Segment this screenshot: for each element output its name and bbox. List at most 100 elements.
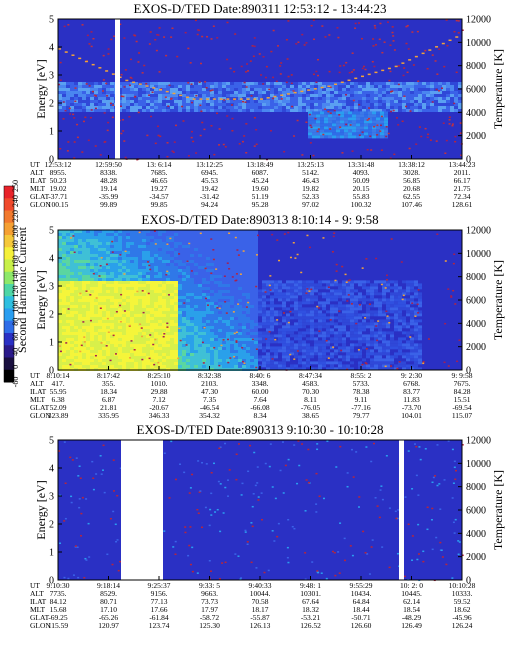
- colorbar-swatch: [4, 222, 14, 236]
- ephemeris-cell: 8338.: [100, 168, 117, 177]
- ephemeris-cell: 10333.: [452, 589, 473, 598]
- colorbar-tick-label: 60: [11, 333, 20, 341]
- ephemeris-cell: 2011.: [454, 168, 471, 177]
- ephemeris-cell: -73.70: [402, 403, 422, 412]
- ephemeris-cell: 62.55: [403, 192, 420, 201]
- y2-axis-label: Temperature [K]: [491, 49, 505, 129]
- y-tick-label: 0: [49, 155, 54, 166]
- y-tick-label: 1: [49, 548, 54, 559]
- colorbar-tick-label: 200: [11, 225, 20, 237]
- ephemeris-cell: 64.84: [353, 597, 370, 606]
- ephemeris-cell: 29.88: [151, 387, 168, 396]
- ephemeris-cell: 9:25:37: [148, 581, 171, 590]
- y-tick-label: 5: [49, 226, 54, 237]
- ephemeris-cell: -66.08: [250, 403, 270, 412]
- ephemeris-cell: 17.66: [151, 605, 168, 614]
- colorbar-tick-label: 220: [11, 210, 20, 222]
- colorbar: -60 0 40 60 80 100 120 140 160 180 200 220 240 250 Se…: [3, 180, 29, 388]
- colorbar-tick-label: 240: [11, 195, 20, 207]
- ephemeris-cell: -20.67: [149, 403, 169, 412]
- ephemeris-cell: -76.05: [301, 403, 321, 412]
- ephemeris-row-label: GLAT: [30, 192, 50, 201]
- ephemeris-cell: 9156.: [151, 589, 168, 598]
- y2-tick-label: 8000: [466, 482, 486, 493]
- ephemeris-cell: 62.14: [403, 597, 420, 606]
- colorbar-swatch: [4, 186, 14, 199]
- y2-axis-ticks: 0 2000 4000 6000 8000 10000 12000: [458, 436, 491, 587]
- ephemeris-cell: 15.51: [454, 395, 471, 404]
- ephemeris-cell: -69.54: [452, 403, 472, 412]
- ephemeris-cell: 115.07: [452, 411, 473, 420]
- ephemeris-row-label: GLON: [30, 621, 51, 630]
- y2-tick-label: 10000: [466, 38, 491, 49]
- ephemeris-cell: 9:18:14: [97, 581, 120, 590]
- ephemeris-cell: 9663.: [201, 589, 218, 598]
- ephemeris-cell: 19.42: [201, 184, 218, 193]
- ephemeris-cell: 7.35: [203, 395, 216, 404]
- ephemeris-cell: 13:25:13: [297, 160, 324, 169]
- ephemeris-cell: 10434.: [351, 589, 372, 598]
- ephemeris-cell: 8.34: [253, 411, 266, 420]
- ephemeris-cell: 19.27: [151, 184, 168, 193]
- y2-tick-label: 6000: [466, 296, 486, 307]
- ephemeris-cell: -31.42: [200, 192, 220, 201]
- ephemeris-cell: 99.85: [151, 200, 168, 209]
- ephemeris-cell: 123.74: [149, 621, 170, 630]
- ephemeris-cell: 8.11: [304, 395, 317, 404]
- ephemeris-cell: 52.09: [50, 403, 67, 412]
- y2-tick-label: 4000: [466, 108, 486, 119]
- colorbar-swatch: [4, 296, 14, 309]
- y-axis-label: Energy [eV]: [34, 59, 48, 118]
- y2-tick-label: 6000: [466, 85, 486, 96]
- ephemeris-cell: 20.68: [403, 184, 420, 193]
- ephemeris-cell: 97.02: [302, 200, 319, 209]
- ephemeris-cell: 9:55:29: [350, 581, 373, 590]
- ephemeris-cell: 50.09: [353, 176, 370, 185]
- ephemeris-cell: 8:40: 6: [249, 371, 270, 380]
- panel-title: EXOS-D/TED Date:890313 8:10:14 - 9: 9:58: [141, 212, 378, 227]
- data-gap: [399, 440, 404, 580]
- ephemeris-cell: 128.61: [452, 200, 473, 209]
- ephemeris-cell: 84.28: [454, 387, 471, 396]
- panel-3: EXOS-D/TED Date:890313 9:10:30 - 10:10:2…: [30, 422, 505, 630]
- ephemeris-cell: -77.16: [351, 403, 371, 412]
- ephemeris-cell: 7735.: [50, 589, 67, 598]
- colorbar-swatch: [4, 345, 14, 358]
- ephemeris-row-label: UT: [30, 160, 40, 169]
- ephemeris-cell: -53.21: [301, 613, 321, 622]
- ephemeris-cell: 1010.: [151, 379, 168, 388]
- ephemeris-cell: 126.24: [452, 621, 473, 630]
- ephemeris-cell: 3028.: [403, 168, 420, 177]
- ephemeris-row-label: ILAT: [30, 597, 47, 606]
- colorbar-swatch: [4, 259, 14, 273]
- y2-tick-label: 8000: [466, 61, 486, 72]
- ephemeris-cell: -35.99: [99, 192, 119, 201]
- ephemeris-cell: 100.15: [48, 200, 69, 209]
- panel-title: EXOS-D/TED Date:890313 9:10:30 - 10:10:2…: [137, 422, 384, 437]
- ephemeris-cell: -34.57: [149, 192, 169, 201]
- colorbar-tick-label: -60: [11, 377, 20, 388]
- ephemeris-cell: 6.38: [51, 395, 64, 404]
- ephemeris-cell: 99.89: [100, 200, 117, 209]
- ephemeris-cell: 17.97: [201, 605, 218, 614]
- y2-tick-label: 0: [466, 155, 471, 166]
- ephemeris-cell: -58.72: [200, 613, 220, 622]
- ephemeris-cell: 66.17: [454, 176, 471, 185]
- ephemeris-cell: 7.64: [253, 395, 266, 404]
- ephemeris-cell: 10301.: [300, 589, 321, 598]
- colorbar-tick-label: 80: [11, 318, 20, 326]
- ephemeris-cell: 9: 2:30: [401, 371, 422, 380]
- ephemeris-cell: 56.85: [403, 176, 420, 185]
- y-tick-label: 2: [49, 310, 54, 321]
- y2-tick-label: 8000: [466, 272, 486, 283]
- ephemeris-cell: 45.24: [252, 176, 269, 185]
- ephemeris-cell: 8955.: [50, 168, 67, 177]
- ephemeris-cell: 6768.: [403, 379, 420, 388]
- y2-tick-label: 12000: [466, 15, 491, 26]
- y-tick-label: 4: [49, 464, 54, 475]
- colorbar-tick-label: 180: [11, 240, 20, 252]
- y-tick-label: 5: [49, 15, 54, 26]
- ephemeris-cell: 70.58: [252, 597, 269, 606]
- colorbar-swatch: [4, 198, 14, 211]
